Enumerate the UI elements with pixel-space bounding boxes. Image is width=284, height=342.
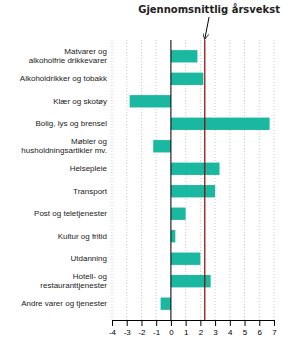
- y-tick-label: Hotell- ogrestauranttjenester: [40, 272, 107, 290]
- y-tick: Matvarer ogalkoholfrie drikkevarer: [29, 47, 112, 65]
- bar: [153, 140, 171, 152]
- average-line: [204, 40, 205, 320]
- y-tick-label: Transport: [73, 187, 108, 196]
- title: Gjennomsnittlig årsvekst: [138, 3, 280, 15]
- x-tick: -4: [109, 320, 117, 337]
- grid-line: [156, 40, 157, 320]
- x-tick-label: -2: [138, 328, 146, 337]
- y-tick: Alkoholdrikker og tobakk: [20, 74, 112, 83]
- x-tick-label: 5: [243, 328, 248, 337]
- x-tick-mark: [215, 320, 216, 326]
- x-tick-mark: [200, 320, 201, 326]
- x-tick-mark: [156, 320, 157, 326]
- y-tick-label: Utdanning: [71, 254, 107, 263]
- y-tick-label: Møbler oghusholdningsartikler mv.: [21, 137, 107, 155]
- bar: [171, 73, 203, 85]
- bar: [130, 95, 171, 107]
- x-tick: 2: [199, 320, 204, 337]
- x-tick-mark: [141, 320, 142, 326]
- x-tick-mark: [171, 320, 172, 326]
- x-tick-label: 6: [258, 328, 263, 337]
- bars: [130, 40, 270, 320]
- grid-line: [229, 40, 230, 320]
- y-tick-label: Post og teletjenester: [34, 209, 107, 218]
- y-tick: Hotell- ogrestauranttjenester: [40, 272, 112, 290]
- x-tick: -1: [153, 320, 161, 337]
- title-arrow: [205, 17, 209, 39]
- bar: [171, 185, 215, 197]
- x-axis-line: [113, 320, 275, 321]
- grid-line: [170, 40, 171, 320]
- y-tick: Klær og skotøy: [53, 97, 112, 106]
- x-tick-mark: [127, 320, 128, 326]
- y-axis: Andre varer og tjenester Hotell- ogrestau…: [20, 47, 112, 308]
- x-tick-label: 1: [184, 328, 189, 337]
- grid-line: [141, 40, 142, 320]
- x-tick-mark: [230, 320, 231, 326]
- x-tick-label: 2: [199, 328, 204, 337]
- x-tick: 5: [243, 320, 248, 337]
- x-tick-label: -1: [153, 328, 161, 337]
- grid-line: [126, 40, 127, 320]
- y-tick-label: Bolig, lys og brensel: [35, 119, 107, 128]
- x-tick: -2: [138, 320, 146, 337]
- y-tick: Post og teletjenester: [34, 209, 112, 218]
- y-tick-label: Helsepleie: [70, 164, 108, 173]
- x-tick-mark: [112, 320, 113, 326]
- grid-line: [259, 40, 260, 320]
- bar: [171, 253, 200, 265]
- grid-line: [244, 40, 245, 320]
- x-tick: 1: [184, 320, 189, 337]
- bar: [171, 230, 175, 242]
- x-tick: -3: [124, 320, 132, 337]
- y-tick: Transport: [73, 187, 112, 196]
- y-tick-label: Klær og skotøy: [53, 97, 107, 106]
- x-tick-mark: [274, 320, 275, 326]
- x-tick-label: -3: [124, 328, 132, 337]
- grid-line: [274, 40, 275, 320]
- zero-line: [170, 40, 171, 320]
- bar: [171, 50, 198, 62]
- y-tick: Andre varer og tjenester: [21, 299, 112, 308]
- y-tick-label: Andre varer og tjenester: [21, 299, 107, 308]
- y-tick: Bolig, lys og brensel: [35, 119, 112, 128]
- x-tick-label: 0: [169, 328, 174, 337]
- bar: [171, 163, 220, 175]
- x-tick: 3: [213, 320, 218, 337]
- x-tick-label: 3: [213, 328, 218, 337]
- bar: [171, 208, 186, 220]
- y-tick: Utdanning: [71, 254, 112, 263]
- y-tick-label: Alkoholdrikker og tobakk: [20, 74, 108, 83]
- x-tick-mark: [245, 320, 246, 326]
- x-tick-label: 4: [228, 328, 233, 337]
- y-tick: Møbler oghusholdningsartikler mv.: [21, 137, 112, 155]
- y-tick-label: Kultur og fritid: [58, 232, 107, 241]
- plot-area: -4-3-2-101234567Andre varer og tjenester…: [20, 40, 277, 337]
- y-tick: Helsepleie: [70, 164, 112, 173]
- grid: [112, 40, 274, 320]
- y-tick-label: Matvarer ogalkoholfrie drikkevarer: [29, 47, 108, 65]
- x-tick-label: 7: [272, 328, 277, 337]
- grid-line: [215, 40, 216, 320]
- bar: [171, 118, 270, 130]
- x-tick: 6: [258, 320, 263, 337]
- y-tick: Kultur og fritid: [58, 232, 112, 241]
- x-tick-label: -4: [109, 328, 117, 337]
- x-tick: 4: [228, 320, 233, 337]
- x-axis: -4-3-2-101234567: [109, 320, 277, 337]
- x-tick-mark: [259, 320, 260, 326]
- chart: -4-3-2-101234567Andre varer og tjenester…: [0, 0, 284, 342]
- x-tick: 0: [169, 320, 174, 337]
- x-tick-mark: [186, 320, 187, 326]
- x-tick: 7: [272, 320, 277, 337]
- bar: [161, 298, 171, 310]
- grid-line: [112, 40, 113, 320]
